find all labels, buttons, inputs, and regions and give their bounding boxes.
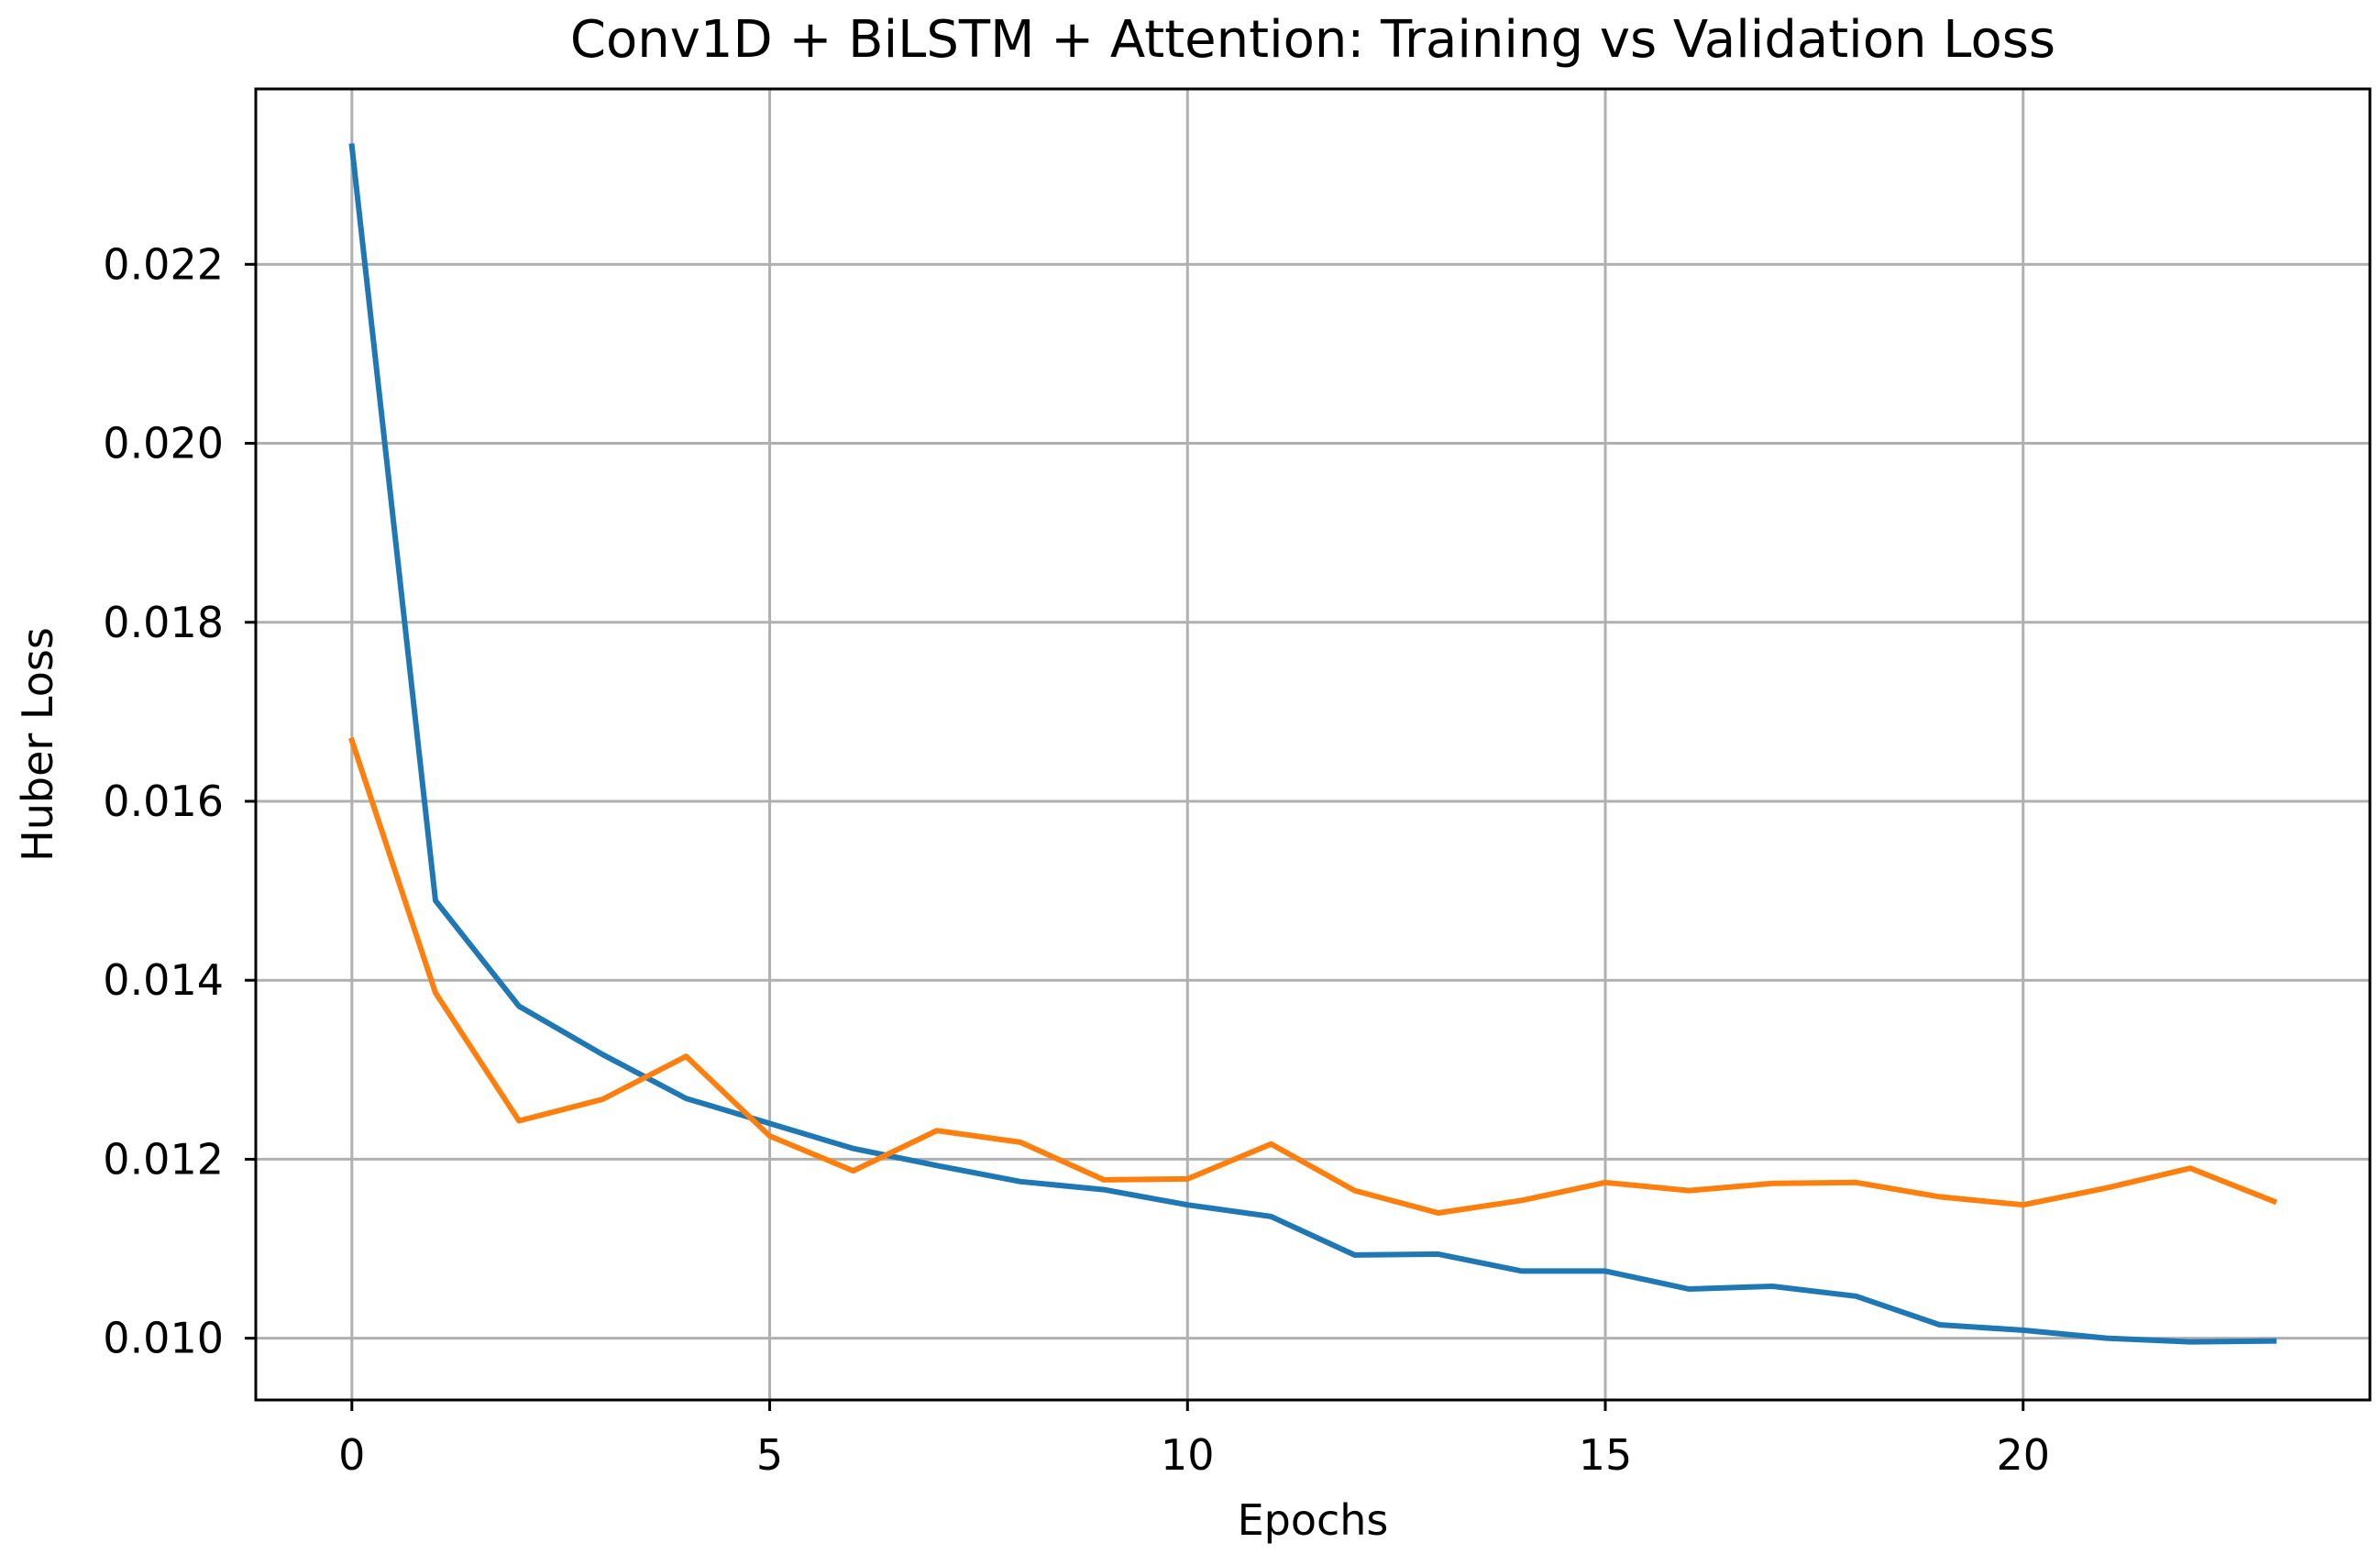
- x-tick-label: 10: [1161, 1430, 1215, 1480]
- validation-loss-line: Validation Loss: [348, 736, 2278, 1216]
- x-tick-label: 5: [756, 1430, 783, 1480]
- chart-title: Conv1D + BiLSTM + Attention: Training vs…: [570, 10, 2055, 70]
- plot-series: Training LossValidation Loss: [348, 143, 2278, 1345]
- y-tick-label: 0.018: [103, 598, 224, 647]
- x-tick-label: 20: [1996, 1430, 2050, 1480]
- y-tick-label: 0.012: [103, 1134, 224, 1184]
- x-axis-label: Epochs: [1238, 1495, 1389, 1545]
- y-tick-label: 0.016: [103, 777, 224, 826]
- x-axis-ticks: 0 5 10 15 20: [338, 1400, 2050, 1480]
- plot-area-frame: [254, 87, 2372, 1402]
- x-tick-label: 15: [1579, 1430, 1633, 1480]
- y-tick-label: 0.020: [103, 419, 224, 468]
- x-tick-label: 0: [338, 1430, 365, 1480]
- training-loss-line: Training Loss: [348, 143, 2277, 1345]
- y-axis-ticks: 0.010 0.012 0.014 0.016 0.018 0.020 0.022: [103, 239, 256, 1363]
- grid-lines: [256, 89, 2370, 1400]
- y-tick-label: 0.022: [103, 239, 224, 289]
- y-tick-label: 0.010: [103, 1314, 224, 1363]
- y-tick-label: 0.014: [103, 955, 224, 1005]
- y-axis-label: Huber Loss: [13, 627, 62, 862]
